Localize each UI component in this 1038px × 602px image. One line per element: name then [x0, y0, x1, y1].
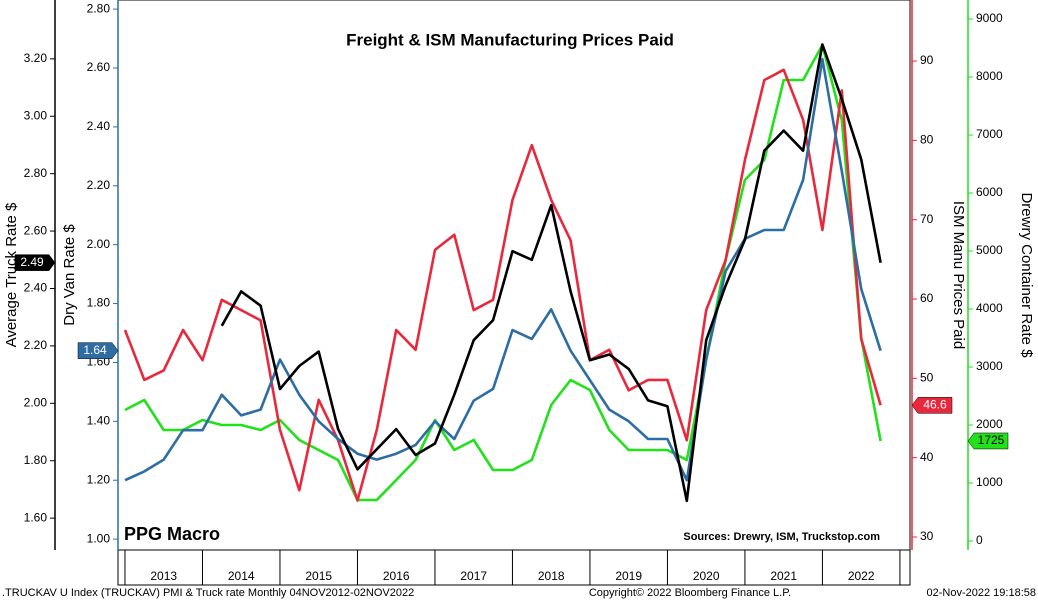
series-line [124, 57, 882, 482]
y3-tick-label: 70 [920, 212, 934, 226]
x-tick-label: 2016 [383, 569, 410, 583]
y2-tick-label: 1.80 [87, 296, 111, 310]
y3-axis-title: ISM Manu Prices Paid [950, 201, 967, 349]
last-value-label: 1725 [978, 433, 1005, 447]
last-value-box [911, 397, 953, 414]
x-tick-label: 2022 [848, 569, 875, 583]
y4-tick-label: 8000 [976, 69, 1003, 83]
series-line [124, 43, 882, 502]
y2-tick-label: 1.20 [87, 472, 111, 486]
y4-tick-label: 5000 [976, 243, 1003, 257]
y4-tick-label: 9000 [976, 11, 1003, 25]
last-value-label: 1.64 [83, 343, 107, 357]
y3-tick-label: 60 [920, 291, 934, 305]
y2-tick-label: 2.00 [87, 237, 111, 251]
y2-tick-label: 2.60 [87, 60, 111, 74]
footer-right: 02-Nov-2022 19:18:58 [927, 587, 1036, 599]
x-tick-label: 2021 [770, 569, 797, 583]
last-value-label: 2.49 [20, 255, 44, 269]
x-tick-label: 2014 [228, 569, 255, 583]
chart-title: Freight & ISM Manufacturing Prices Paid [346, 30, 674, 49]
y2-tick-label: 2.80 [87, 1, 111, 15]
y3-tick-label: 50 [920, 371, 934, 385]
x-tick-label: 2018 [538, 569, 565, 583]
source: Sources: Drewry, ISM, Truckstop.com [683, 531, 880, 543]
y2-tick-label: 1.00 [87, 531, 111, 545]
y3-tick-label: 90 [920, 53, 934, 67]
y-tick-label: 3.20 [24, 51, 48, 65]
y-axis-title: Average Truck Rate $ [3, 202, 20, 347]
x-tick-label: 2020 [693, 569, 720, 583]
y4-tick-label: 4000 [976, 301, 1003, 315]
x-tick-label: 2015 [305, 569, 332, 583]
y2-axis-title: Dry Van Rate $ [61, 224, 78, 326]
y3-tick-label: 30 [920, 529, 934, 543]
series-line [220, 43, 882, 503]
last-value-label: 46.6 [923, 397, 947, 411]
y4-tick-label: 1000 [976, 475, 1003, 489]
y-tick-label: 2.00 [24, 395, 48, 409]
series-line [123, 68, 882, 502]
y4-tick-label: 7000 [976, 127, 1003, 141]
y-tick-label: 2.40 [24, 281, 48, 295]
y-tick-label: 2.60 [24, 223, 48, 237]
y-tick-label: 1.80 [24, 453, 48, 467]
y-tick-label: 3.00 [24, 108, 48, 122]
brand: PPG Macro [124, 524, 220, 544]
footer-center: Copyright© 2022 Bloomberg Finance L.P. [589, 587, 791, 599]
y-tick-label: 1.60 [24, 510, 48, 524]
x-tick-label: 2017 [460, 569, 487, 583]
y2-tick-label: 1.40 [87, 414, 111, 428]
y2-tick-label: 2.20 [87, 178, 111, 192]
y4-tick-label: 2000 [976, 417, 1003, 431]
last-value-box [14, 254, 56, 271]
y4-axis-title: Drewry Container Rate $ [1018, 192, 1035, 358]
y3-tick-label: 80 [920, 133, 934, 147]
y3-tick-label: 40 [920, 450, 934, 464]
x-tick-label: 2013 [150, 569, 177, 583]
footer-left: .TRUCKAV U Index (TRUCKAV) PMI & Truck r… [2, 587, 414, 599]
y2-tick-label: 2.40 [87, 119, 111, 133]
last-value-box [967, 432, 1009, 450]
y4-tick-label: 0 [976, 533, 983, 547]
last-value-box [77, 342, 119, 359]
x-tick-label: 2019 [615, 569, 642, 583]
y4-tick-label: 6000 [976, 185, 1003, 199]
y-tick-label: 2.20 [24, 338, 48, 352]
y4-tick-label: 3000 [976, 359, 1003, 373]
y-tick-label: 2.80 [24, 166, 48, 180]
